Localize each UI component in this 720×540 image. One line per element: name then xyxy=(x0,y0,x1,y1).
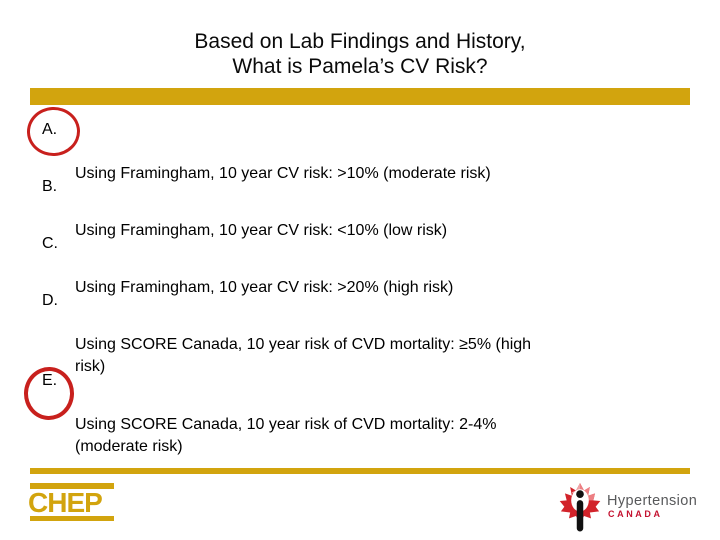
option-c-letter: C. xyxy=(42,235,58,252)
option-d-letter: D. xyxy=(42,292,58,309)
option-a-text: Using Framingham, 10 year CV risk: >10% … xyxy=(75,165,491,182)
chep-logo-top-bar xyxy=(30,483,114,489)
option-b[interactable]: B. Using Framingham, 10 year CV risk: <1… xyxy=(42,176,662,242)
option-a-letter: A. xyxy=(42,121,58,138)
option-e-letter: E. xyxy=(42,372,58,389)
slide-title: Based on Lab Findings and History, What … xyxy=(194,30,526,78)
hypertension-logo-text: Hypertension xyxy=(607,493,698,509)
option-a[interactable]: A. Using Framingham, 10 year CV risk: >1… xyxy=(42,119,662,185)
canada-logo-text: CANADA xyxy=(608,509,663,519)
chep-logo-text: CHEP xyxy=(28,487,103,518)
option-e-text: Using SCORE Canada, 10 year risk of CVD … xyxy=(75,416,497,455)
hypertension-canada-logo: Hypertension CANADA xyxy=(559,483,709,538)
title-divider-bar xyxy=(30,88,690,105)
option-d-text: Using SCORE Canada, 10 year risk of CVD … xyxy=(75,336,532,375)
option-c-text: Using Framingham, 10 year CV risk: >20% … xyxy=(75,279,454,296)
option-c[interactable]: C. Using Framingham, 10 year CV risk: >2… xyxy=(42,233,662,299)
footer-divider-bar xyxy=(30,468,690,474)
maple-leaf-icon xyxy=(559,483,601,532)
option-b-letter: B. xyxy=(42,178,58,195)
option-e[interactable]: E. Using SCORE Canada, 10 year risk of C… xyxy=(42,370,662,458)
option-b-text: Using Framingham, 10 year CV risk: <10% … xyxy=(75,222,448,239)
option-d[interactable]: D. Using SCORE Canada, 10 year risk of C… xyxy=(42,290,662,378)
chep-logo-underline xyxy=(30,516,114,521)
